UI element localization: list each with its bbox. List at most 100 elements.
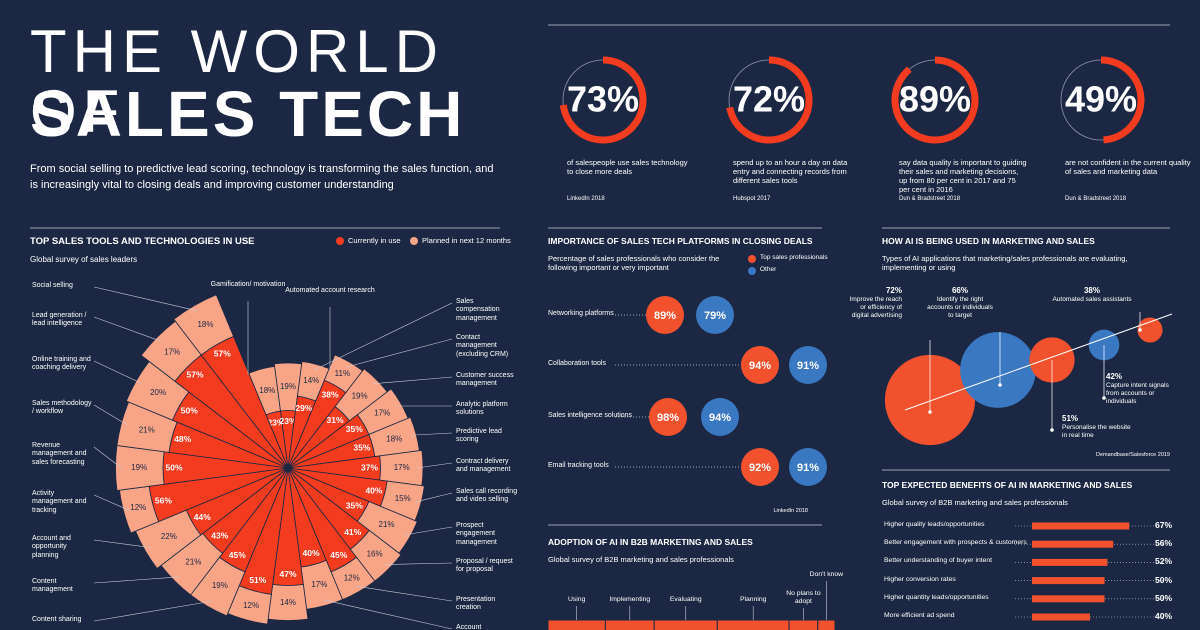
data-label: 19% (212, 581, 228, 590)
data-label: 40% (365, 485, 382, 495)
data-label: 35% (346, 501, 363, 511)
trend-line (904, 313, 1173, 411)
anchor-dot (1050, 428, 1054, 432)
dot (741, 448, 779, 486)
data-label: 16% (367, 550, 383, 559)
stat-source: LinkedIn 2018 (567, 196, 605, 202)
stat-source: Dun & Bradstreet 2018 (1065, 196, 1127, 202)
leader-line (93, 286, 198, 312)
leader-line (403, 526, 453, 536)
dot (649, 398, 687, 436)
section-title: TOP SALES TOOLS AND TECHNOLOGIES IN USE (30, 236, 255, 247)
bar-segment (604, 619, 655, 630)
bar-planned (173, 294, 234, 356)
data-label: 57% (187, 369, 204, 379)
data-label: 45% (229, 550, 246, 560)
leader-line (416, 462, 453, 469)
category-label: Implementing (609, 596, 651, 603)
data-label: 21% (185, 558, 201, 567)
data-label: 17% (164, 347, 180, 356)
bar-segment (547, 619, 606, 630)
data-label: 35% (346, 424, 363, 434)
bar-segment (716, 619, 790, 630)
data-label: 52% (1154, 556, 1172, 567)
leader-line (384, 562, 453, 565)
data-label: 14% (303, 376, 319, 385)
data-label: 89% (654, 310, 676, 322)
data-label: 51% (249, 575, 266, 585)
title: THE WORLD OF (30, 18, 444, 145)
data-label: 18% (259, 386, 275, 395)
leader-line (372, 376, 453, 385)
leader-line (93, 404, 128, 426)
data-label: 91% (797, 360, 819, 372)
anchor-dot (1102, 396, 1106, 400)
bar (1032, 595, 1105, 603)
category-label: Presentation creation (456, 596, 496, 612)
dot (789, 448, 827, 486)
category-label: Better understanding of buyer intent (884, 557, 993, 565)
bar (1032, 522, 1130, 530)
data-label: 40% (1154, 611, 1172, 621)
data-label: 50% (1154, 592, 1172, 603)
section-subtitle: Global survey of sales leaders (30, 255, 138, 264)
stat-text: of salespeople use sales technology to c… (567, 158, 688, 176)
data-label: 12% (243, 601, 259, 610)
data-label: 50% (1154, 574, 1172, 585)
data-label: 56% (1154, 538, 1172, 549)
dot (701, 398, 739, 436)
data-label: 22% (161, 532, 177, 541)
data-label: 11% (335, 369, 350, 378)
data-label: 12% (344, 574, 360, 583)
data-label: 94% (749, 360, 771, 372)
data-label: 19% (352, 392, 368, 401)
data-label: 38% (321, 390, 338, 400)
data-label: 45% (330, 550, 347, 560)
data-label: 48% (174, 434, 191, 444)
subtitle: From social selling to predictive lead s… (30, 163, 494, 191)
ring-arc (726, 56, 813, 144)
category-label: Higher conversion rates (884, 575, 956, 583)
category-label: Contact management (excluding CRM) (456, 334, 509, 358)
category-label: Higher quality leads/opportunities (884, 521, 985, 528)
section-title: HOW AI IS BEING USED IN MARKETING AND SA… (882, 236, 1095, 246)
category-label: Sales compensation management (456, 298, 500, 322)
data-label: 20% (150, 388, 166, 397)
category-label: Account and opportunity planning (32, 535, 71, 559)
leader-line (93, 360, 142, 384)
data-label: 79% (704, 310, 726, 322)
data-label: 14% (280, 598, 296, 607)
legend-label: Other (760, 266, 777, 273)
bar-segment (653, 619, 718, 630)
category-label: Account (456, 624, 482, 630)
legend-swatch (748, 255, 756, 263)
anchor-dot (928, 410, 932, 414)
bar (1032, 558, 1108, 566)
data-label: 18% (386, 435, 402, 444)
data-label: 67% (1154, 520, 1172, 530)
legend-swatch (748, 267, 756, 275)
stat-source: Hubspot 2017 (733, 196, 771, 202)
category-label: Predictive lead scoring (456, 428, 502, 444)
data-label: 91% (797, 462, 819, 474)
category-label: Automated account research (285, 287, 375, 294)
stat-text: are not confident in the current quality… (1065, 158, 1191, 176)
category-label: Content sharing (32, 616, 82, 623)
category-label: Analytic platform solutions (456, 401, 508, 417)
data-label: 98% (657, 412, 679, 424)
category-label: Sales call recording and video selling (456, 488, 518, 504)
category-label: Sales methodology / workflow (32, 400, 92, 416)
bar (1032, 613, 1090, 621)
category-label: Personalise the website in real time (1062, 424, 1131, 439)
stat-value: 49% (1065, 79, 1137, 120)
category-label: No plans to adopt (786, 590, 821, 606)
data-label: 66% (951, 286, 968, 295)
leader-line (93, 539, 151, 548)
data-label: 21% (139, 425, 155, 434)
leader-line (93, 446, 122, 469)
data-label: 43% (211, 530, 228, 540)
category-label: More efficient ad spend (884, 612, 955, 619)
bubble (960, 332, 1036, 408)
leader-line (314, 302, 453, 371)
